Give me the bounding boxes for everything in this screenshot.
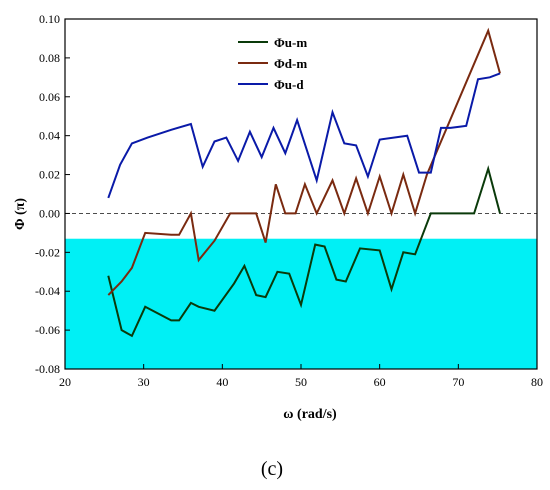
legend-label-2: Φu-d: [274, 77, 304, 92]
y-tick-label: -0.08: [35, 362, 60, 376]
figure-caption: (c): [261, 458, 283, 480]
x-tick-label: 40: [216, 375, 228, 389]
ticks-layer: 20 30 40 50 60 70 80 -0.08 -0.06 -0.04 -0.02 0.00 0.…: [35, 12, 543, 389]
x-tick-label: 70: [452, 375, 464, 389]
y-tick-label: -0.02: [35, 245, 60, 259]
x-tick-label: 30: [138, 375, 150, 389]
series-line-2: [107, 72, 501, 199]
series-layer: [107, 27, 501, 338]
series-line-0: [107, 165, 501, 338]
x-tick-label: 50: [295, 375, 307, 389]
legend-label-0: Φu-m: [274, 35, 307, 50]
x-tick-label: 20: [59, 375, 71, 389]
x-axis-label: ω (rad/s): [283, 407, 337, 422]
legend-label-1: Φd-m: [274, 56, 307, 71]
x-tick-label: 60: [374, 375, 386, 389]
x-tick-label: 80: [531, 375, 543, 389]
legend: Φu-m Φd-m Φu-d: [238, 35, 307, 92]
y-tick-label: 0.04: [39, 129, 60, 143]
y-tick-label: -0.04: [35, 284, 60, 298]
plot-background-upper: [65, 19, 537, 239]
y-axis-label: Φ (π): [13, 198, 28, 230]
y-tick-label: 0.08: [39, 51, 60, 65]
series-line-1: [107, 27, 501, 296]
y-tick-label: 0.02: [39, 168, 60, 182]
y-tick-label: 0.00: [39, 206, 60, 220]
y-tick-label: 0.06: [39, 90, 60, 104]
y-tick-label: -0.06: [35, 323, 60, 337]
y-tick-label: 0.10: [39, 12, 60, 26]
